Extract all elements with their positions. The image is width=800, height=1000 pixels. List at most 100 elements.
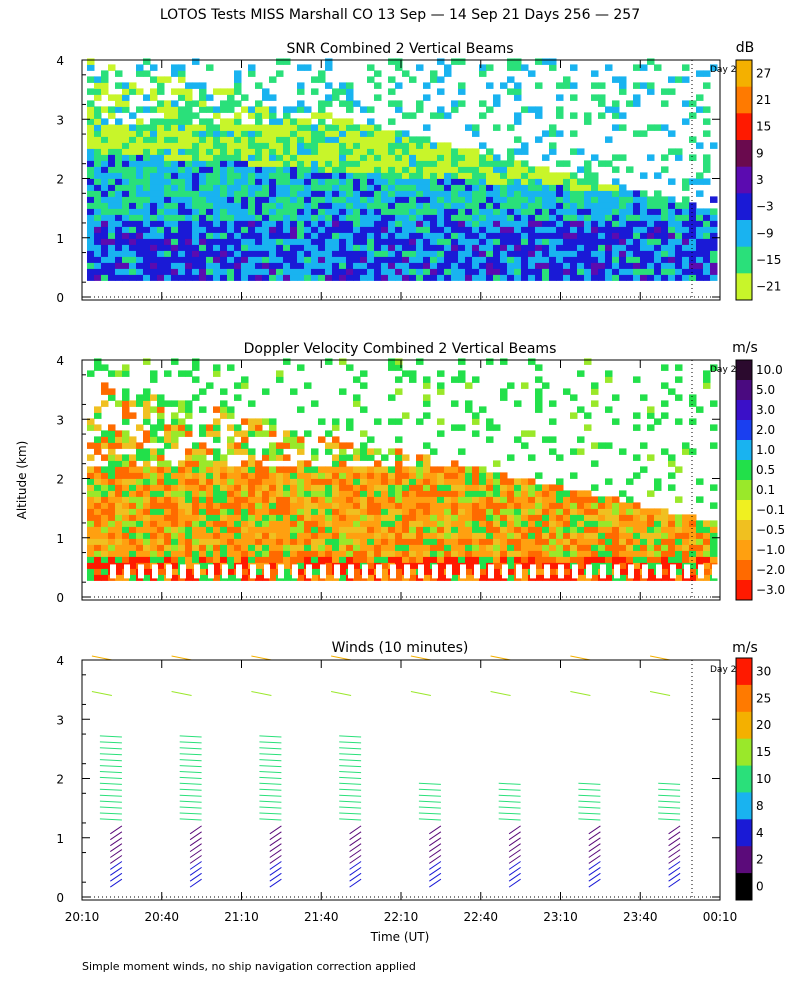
y-tick-label: 2 bbox=[56, 773, 64, 787]
heat-cell bbox=[472, 418, 480, 425]
heat-cell bbox=[542, 256, 550, 263]
heat-cell bbox=[206, 478, 214, 485]
heat-cell bbox=[269, 418, 277, 425]
heat-cell bbox=[143, 58, 151, 65]
x-tick-label: 21:10 bbox=[224, 910, 259, 924]
heat-cell bbox=[367, 106, 375, 113]
heat-cell bbox=[479, 556, 487, 563]
heat-cell bbox=[206, 142, 214, 149]
heat-cell bbox=[255, 508, 263, 515]
heat-cell bbox=[164, 538, 172, 545]
heat-cell bbox=[367, 196, 375, 203]
heat-cell bbox=[479, 190, 487, 197]
heat-cell bbox=[451, 178, 459, 185]
heat-cell bbox=[381, 526, 389, 533]
heat-cell bbox=[178, 430, 186, 437]
heat-cell bbox=[129, 574, 137, 581]
heat-cell bbox=[703, 226, 711, 233]
heat-cell bbox=[108, 226, 116, 233]
heat-cell bbox=[325, 502, 333, 509]
heat-cell bbox=[675, 574, 683, 581]
heat-cell bbox=[633, 472, 641, 479]
heat-cell bbox=[290, 520, 298, 527]
heat-gap bbox=[110, 564, 116, 578]
heat-cell bbox=[605, 406, 613, 413]
heat-cell bbox=[234, 532, 242, 539]
heat-cell bbox=[451, 472, 459, 479]
heat-cell bbox=[549, 418, 557, 425]
wind-barb bbox=[419, 783, 441, 784]
heat-cell bbox=[472, 160, 480, 167]
heat-cell bbox=[346, 424, 354, 431]
heat-cell bbox=[381, 142, 389, 149]
heat-cell bbox=[255, 418, 263, 425]
heat-cell bbox=[647, 538, 655, 545]
heat-cell bbox=[661, 514, 669, 521]
heat-cell bbox=[262, 94, 270, 101]
heat-cell bbox=[290, 544, 298, 551]
heat-cell bbox=[241, 538, 249, 545]
colorbar-label: −0.5 bbox=[756, 523, 785, 537]
heat-cell bbox=[94, 358, 102, 365]
wind-barb bbox=[100, 736, 122, 737]
heat-cell bbox=[710, 256, 718, 263]
heat-cell bbox=[325, 64, 333, 71]
heat-cell bbox=[101, 262, 109, 269]
heat-cell bbox=[199, 466, 207, 473]
heat-cell bbox=[178, 64, 186, 71]
heat-cell bbox=[171, 268, 179, 275]
heat-cell bbox=[220, 178, 228, 185]
heat-cell bbox=[94, 562, 102, 569]
heat-gap bbox=[614, 564, 620, 578]
heat-cell bbox=[283, 106, 291, 113]
heat-cell bbox=[150, 106, 158, 113]
wind-barb bbox=[259, 760, 281, 761]
heat-cell bbox=[570, 496, 578, 503]
heat-cell bbox=[87, 502, 95, 509]
wind-barb bbox=[180, 789, 202, 790]
heat-cell bbox=[514, 490, 522, 497]
heat-cell bbox=[654, 172, 662, 179]
heat-cell bbox=[619, 568, 627, 575]
heat-cell bbox=[444, 490, 452, 497]
heat-cell bbox=[500, 532, 508, 539]
heat-cell bbox=[353, 172, 361, 179]
heat-cell bbox=[171, 574, 179, 581]
heat-cell bbox=[612, 526, 620, 533]
heat-cell bbox=[283, 472, 291, 479]
heat-cell bbox=[402, 556, 410, 563]
heat-cell bbox=[339, 142, 347, 149]
heat-cell bbox=[129, 88, 137, 95]
heat-cell bbox=[493, 472, 501, 479]
heat-cell bbox=[143, 244, 151, 251]
heat-cell bbox=[388, 496, 396, 503]
heat-cell bbox=[227, 94, 235, 101]
heat-cell bbox=[178, 112, 186, 119]
heat-cell bbox=[612, 418, 620, 425]
heat-cell bbox=[94, 496, 102, 503]
heat-cell bbox=[654, 220, 662, 227]
heat-cell bbox=[472, 544, 480, 551]
heat-cell bbox=[647, 196, 655, 203]
heat-cell bbox=[584, 160, 592, 167]
wind-barb bbox=[499, 813, 521, 814]
heat-cell bbox=[283, 196, 291, 203]
wind-barb-upper bbox=[251, 656, 271, 660]
heat-cell bbox=[171, 256, 179, 263]
heat-cell bbox=[430, 160, 438, 167]
heat-cell bbox=[276, 442, 284, 449]
heat-cell bbox=[283, 358, 291, 365]
heat-cell bbox=[605, 262, 613, 269]
heat-cell bbox=[507, 178, 515, 185]
heat-cell bbox=[367, 232, 375, 239]
heat-cell bbox=[213, 478, 221, 485]
wind-barb-upper bbox=[491, 656, 511, 660]
heat-cell bbox=[297, 214, 305, 221]
heat-cell bbox=[479, 226, 487, 233]
heat-cell bbox=[129, 238, 137, 245]
heat-cell bbox=[304, 256, 312, 263]
heat-cell bbox=[507, 184, 515, 191]
heat-cell bbox=[304, 262, 312, 269]
heat-cell bbox=[689, 250, 697, 257]
heat-cell bbox=[535, 568, 543, 575]
